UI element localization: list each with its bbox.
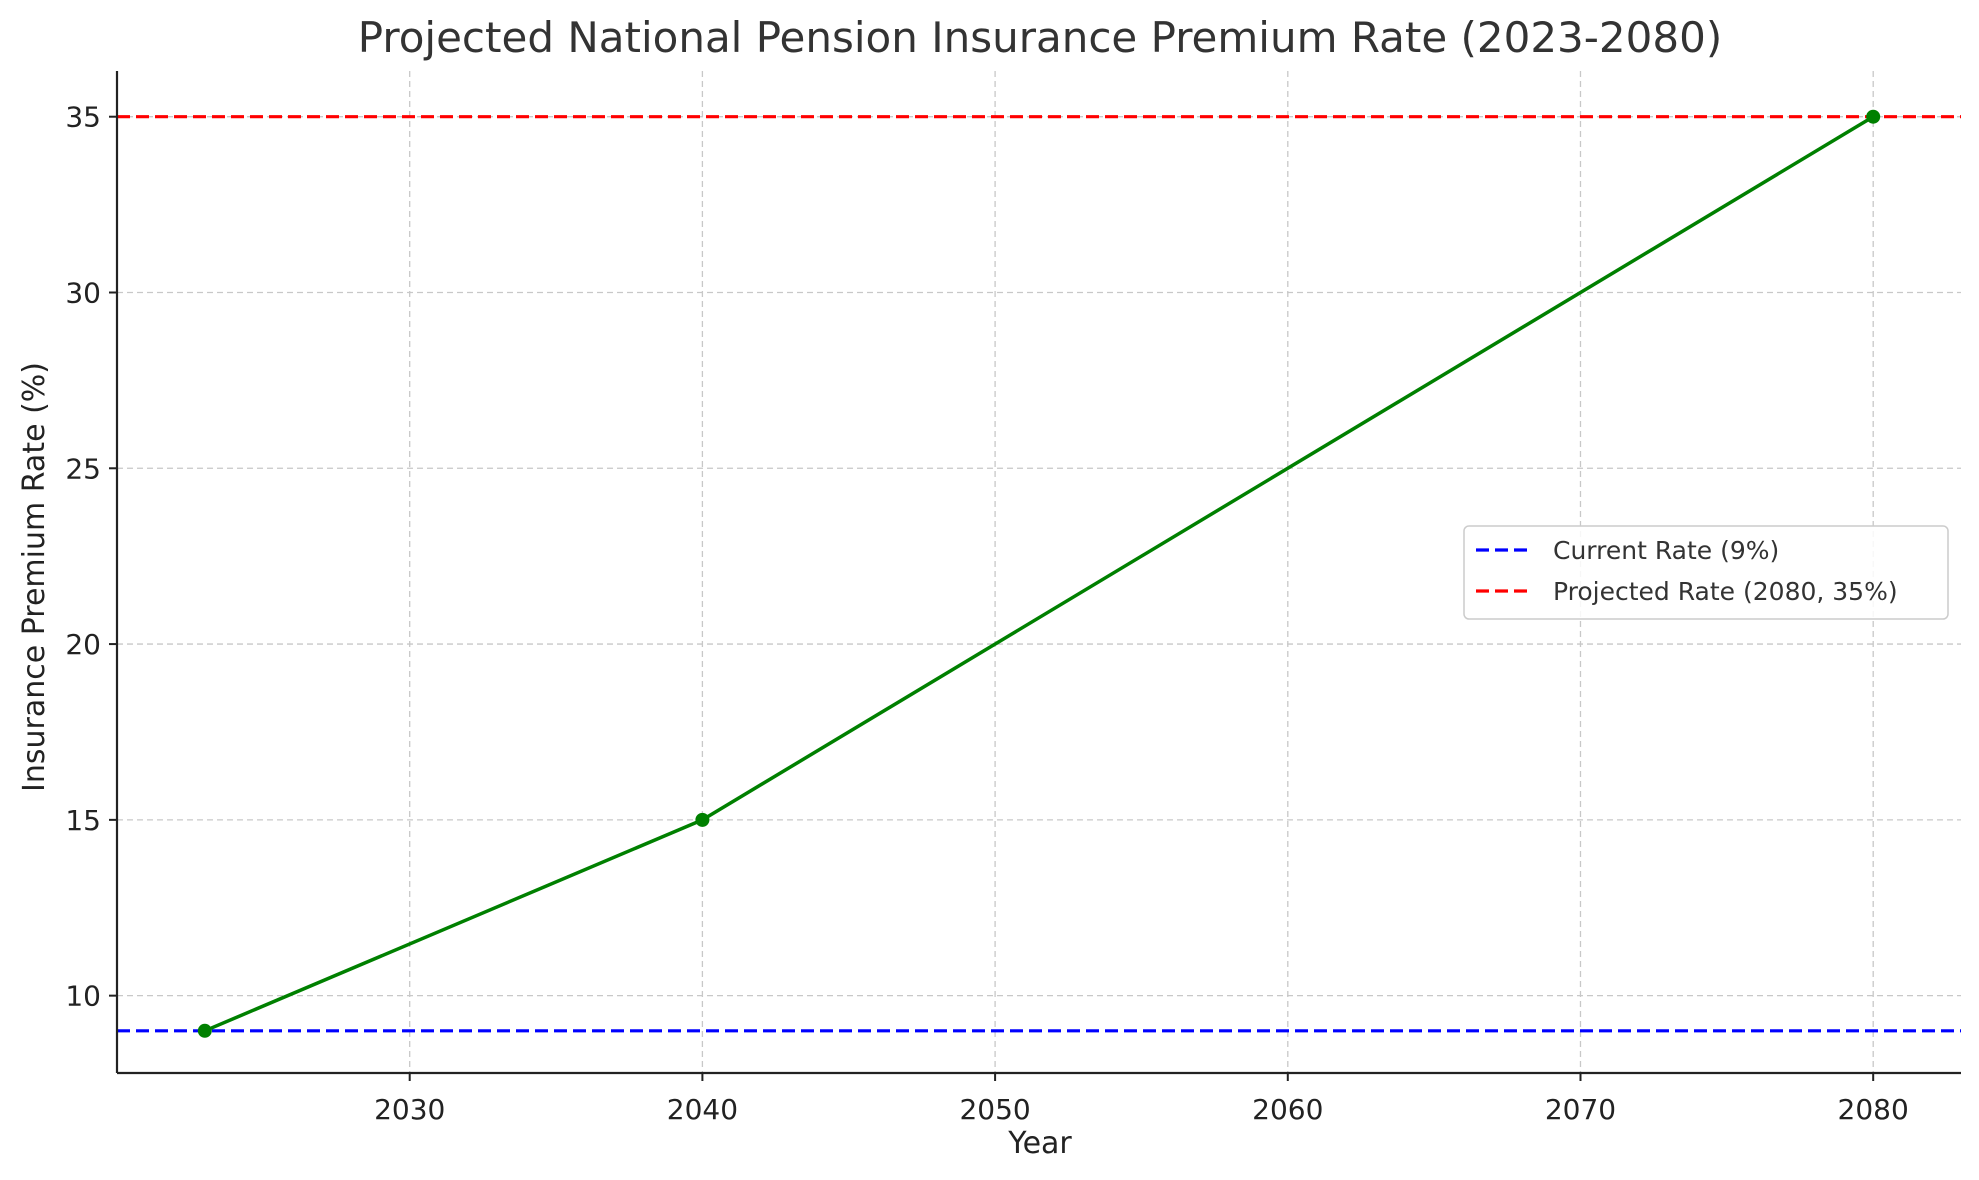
legend-label: Projected Rate (2080, 35%) [1553,577,1898,606]
x-tick-label: 2070 [1545,1093,1616,1126]
x-tick-label: 2080 [1838,1093,1909,1126]
series-layer [197,109,1881,1038]
x-tick-label: 2030 [374,1093,445,1126]
x-tick-label: 2060 [1252,1093,1323,1126]
ticks-layer: 2030 2040 2050 2060 2070 2080 10 15 20 25 30 35 [65,101,1908,1126]
chart-title: Projected National Pension Insurance Pre… [358,13,1722,62]
y-tick-label: 20 [65,628,101,661]
x-tick-label: 2050 [959,1093,1030,1126]
legend: Current Rate (9%) Projected Rate (2080, 3… [1463,525,1949,620]
y-axis-label: Insurance Premium Rate (%) [17,362,52,792]
x-tick-label: 2040 [667,1093,738,1126]
y-tick-label: 10 [65,980,101,1013]
data-point [1866,109,1881,124]
legend-label: Current Rate (9%) [1553,536,1779,565]
data-point [695,812,710,827]
legend-box [1463,525,1949,620]
reference-lines [117,115,1961,1033]
x-axis-label: Year [1007,1126,1072,1161]
y-tick-label: 35 [65,101,101,134]
y-tick-label: 30 [65,276,101,309]
y-tick-label: 15 [65,804,101,837]
axes-layer [115,71,1961,1075]
data-point [197,1023,212,1038]
y-tick-label: 25 [65,452,101,485]
